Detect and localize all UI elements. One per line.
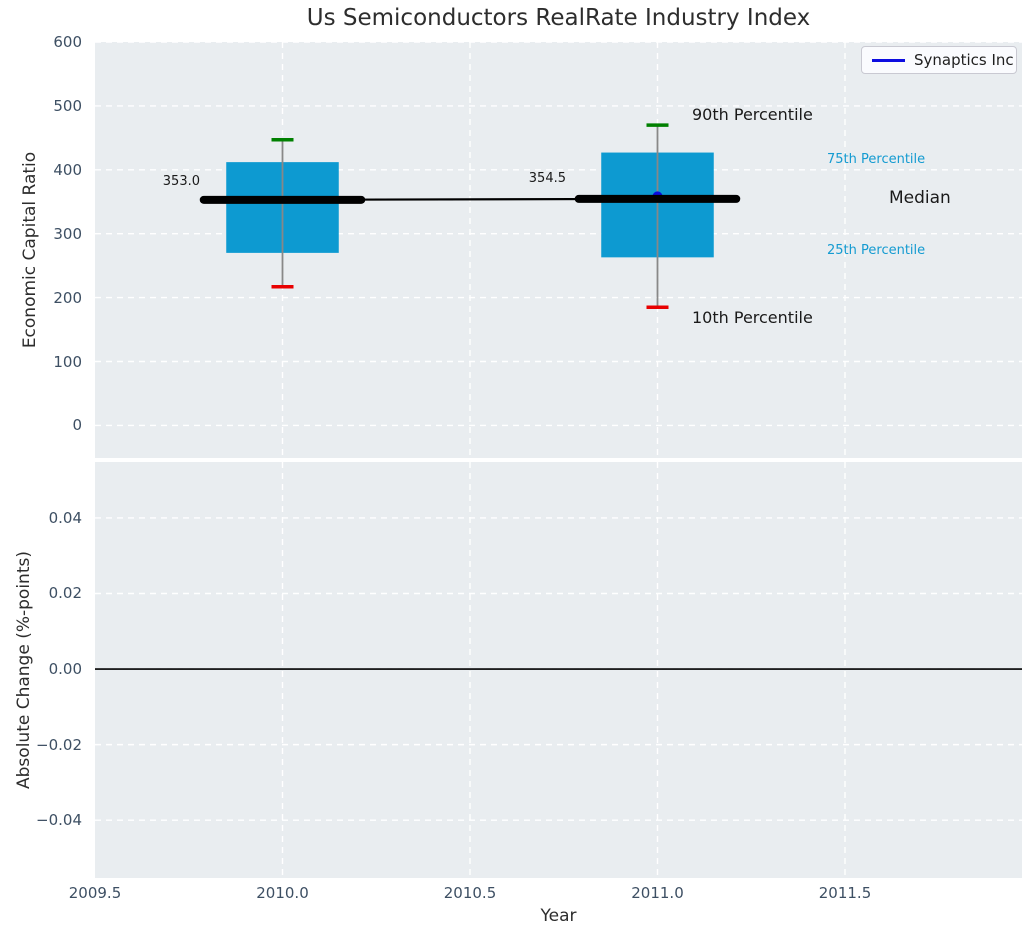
legend-line-swatch <box>872 58 905 62</box>
x-tick-2010.5: 2010.5 <box>443 884 497 902</box>
y-tick-top-400: 400 <box>53 160 82 179</box>
y-tick-top-100: 100 <box>53 352 82 371</box>
y-tick-bottom-0.00: 0.00 <box>48 660 82 679</box>
y-tick-bottom-0.04: 0.04 <box>48 508 82 527</box>
y-tick-bottom-0.02: 0.02 <box>48 584 82 603</box>
y-tick-top-600: 600 <box>53 33 82 51</box>
y-tick-top-0: 0 <box>72 416 82 435</box>
y-tick-bottom-−0.04: −0.04 <box>36 811 82 830</box>
bottom-plot-area <box>95 462 1022 878</box>
top-y-axis-label: Economic Capital Ratio <box>20 151 40 349</box>
x-tick-2010.0: 2010.0 <box>256 884 309 902</box>
annotation-10th-percentile: 10th Percentile <box>692 308 813 327</box>
x-axis-label: Year <box>540 906 577 926</box>
annotation-90th-percentile: 90th Percentile <box>692 105 813 124</box>
x-tick-2011.0: 2011.0 <box>631 884 684 902</box>
annotation-median: Median <box>889 188 951 208</box>
y-tick-top-500: 500 <box>53 96 82 115</box>
x-tick-2011.5: 2011.5 <box>818 884 872 902</box>
x-tick-2009.5: 2009.5 <box>68 884 122 902</box>
median-value-label-2010: 353.0 <box>162 174 200 189</box>
y-tick-bottom-−0.02: −0.02 <box>36 735 82 754</box>
y-tick-top-300: 300 <box>53 224 82 243</box>
annotation-75th-percentile: 75th Percentile <box>827 152 926 167</box>
bottom-y-axis-label: Absolute Change (%-points) <box>14 551 34 789</box>
legend-label: Synaptics Inc <box>914 51 1014 69</box>
y-tick-top-200: 200 <box>53 288 82 307</box>
annotation-25th-percentile: 25th Percentile <box>827 243 926 258</box>
median-value-label-2011: 354.5 <box>528 171 566 186</box>
legend: Synaptics Inc <box>861 46 1017 74</box>
chart-title: Us Semiconductors RealRate Industry Inde… <box>306 5 811 31</box>
